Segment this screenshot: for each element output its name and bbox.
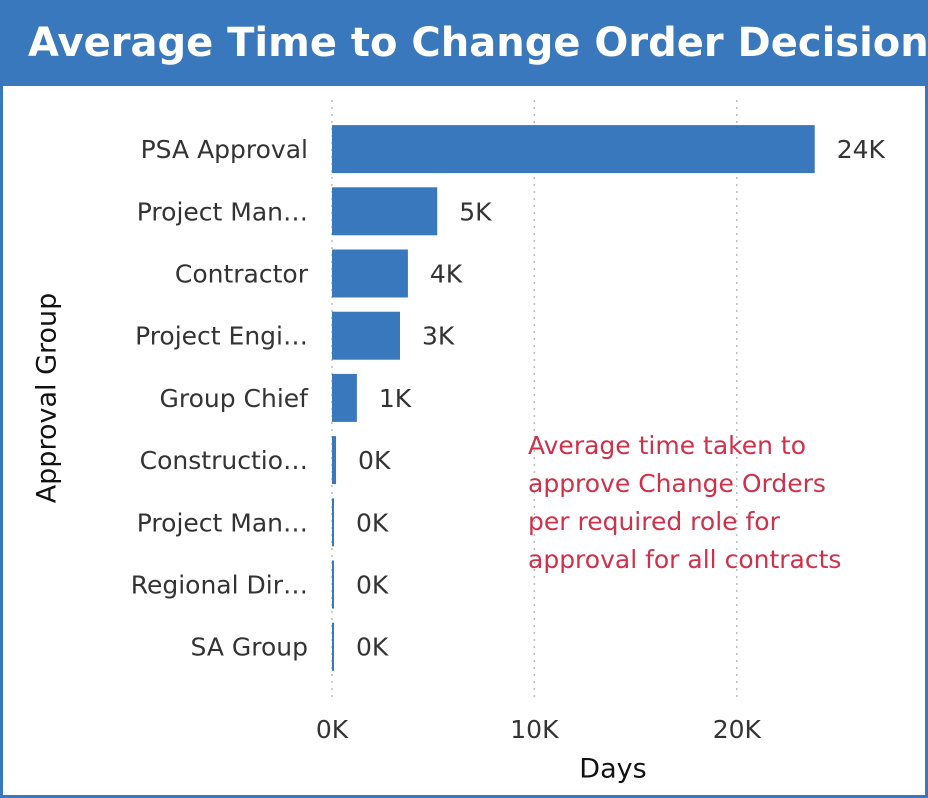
x-tick-label: 0K — [316, 715, 349, 744]
y-tick-label: Project Man… — [137, 197, 308, 226]
annotation: approval for all contracts — [528, 545, 841, 574]
annotation: approve Change Orders — [528, 469, 826, 498]
value-label: 0K — [358, 446, 391, 475]
bar — [332, 187, 438, 236]
x-axis-label: Days — [579, 754, 646, 785]
bar — [332, 373, 357, 422]
bar — [332, 622, 334, 671]
y-tick-label: SA Group — [191, 633, 309, 662]
y-tick-label: Contractor — [175, 260, 309, 289]
value-label: 3K — [422, 322, 455, 351]
y-tick-label: Constructio… — [140, 446, 308, 475]
value-label: 4K — [430, 260, 463, 289]
x-tick-label: 20K — [713, 715, 762, 744]
y-tick-label: Project Man… — [137, 508, 308, 537]
value-label: 5K — [459, 197, 492, 226]
chart-title: Average Time to Change Order Decision — [28, 20, 928, 66]
value-label: 1K — [379, 384, 412, 413]
bar — [332, 249, 408, 298]
bar — [332, 125, 815, 174]
bar — [332, 498, 334, 547]
bar — [332, 436, 337, 485]
bar — [332, 311, 401, 360]
y-tick-label: Regional Dir… — [131, 571, 308, 600]
value-label: 0K — [356, 571, 389, 600]
annotation: Average time taken to — [528, 431, 806, 460]
x-tick-label: 10K — [510, 715, 559, 744]
title-bar — [0, 0, 928, 86]
annotation: per required role for — [528, 507, 781, 536]
value-label: 0K — [356, 633, 389, 662]
value-label: 0K — [356, 508, 389, 537]
y-tick-label: Project Engi… — [135, 322, 308, 351]
bar — [332, 560, 334, 609]
value-label: 24K — [837, 135, 886, 164]
y-tick-label: Group Chief — [160, 384, 310, 413]
y-axis-label: Approval Group — [32, 293, 63, 504]
y-tick-label: PSA Approval — [141, 135, 308, 164]
